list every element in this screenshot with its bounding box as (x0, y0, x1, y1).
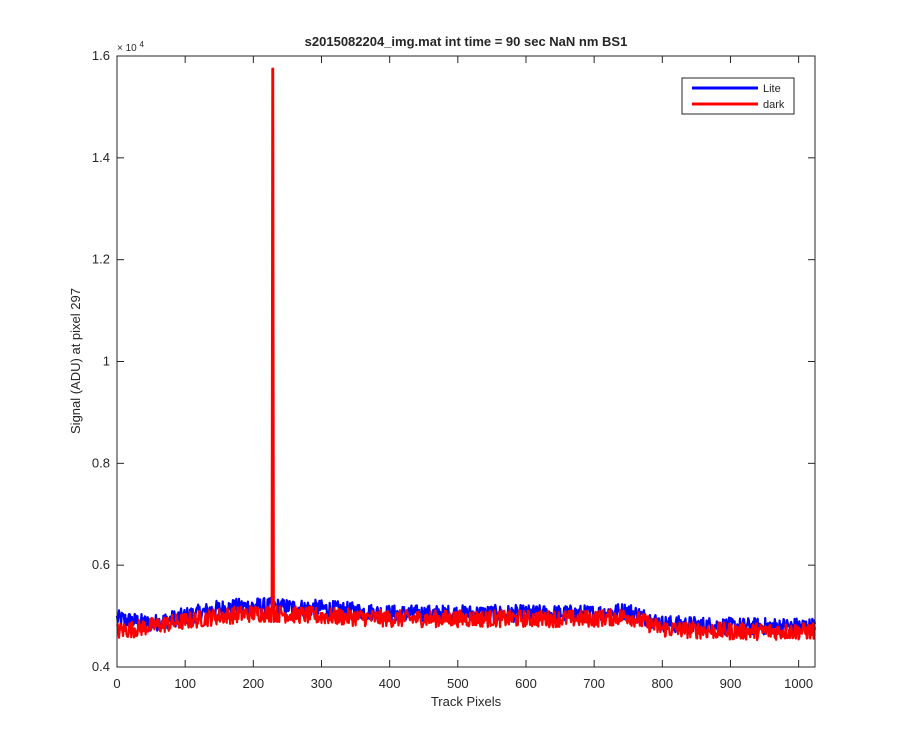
y-tick-label: 1.2 (92, 252, 110, 267)
x-tick-label: 200 (242, 676, 264, 691)
y-exponent-power: 4 (140, 40, 145, 49)
y-tick-label: 1.4 (92, 150, 110, 165)
y-axis-label: Signal (ADU) at pixel 297 (68, 288, 83, 434)
x-tick-label: 700 (583, 676, 605, 691)
y-tick-label: 1 (103, 354, 110, 369)
x-axis-label: Track Pixels (431, 694, 502, 709)
x-tick-label: 600 (515, 676, 537, 691)
x-tick-label: 1000 (784, 676, 813, 691)
y-exponent-base: × 10 (117, 43, 137, 54)
x-tick-label: 500 (447, 676, 469, 691)
y-tick-label: 0.6 (92, 557, 110, 572)
legend-box (681, 77, 795, 115)
y-tick-label: 1.6 (92, 48, 110, 63)
x-tick-label: 800 (651, 676, 673, 691)
y-tick-label: 0.4 (92, 659, 110, 674)
legend-label-dark: dark (763, 99, 785, 111)
x-tick-label: 100 (174, 676, 196, 691)
x-tick-label: 300 (311, 676, 333, 691)
x-axis: 0 100 200 300 400 500 600 700 800 900 1000 (113, 56, 813, 691)
plot-area (117, 56, 815, 667)
y-tick-label: 0.8 (92, 455, 110, 470)
x-tick-label: 0 (113, 676, 120, 691)
y-axis: 0.4 0.6 0.8 1 1.2 1.4 1.6 (92, 48, 815, 674)
x-tick-label: 400 (379, 676, 401, 691)
legend-label-lite: Lite (763, 83, 781, 95)
series-layer (115, 67, 817, 642)
chart-title: s2015082204_img.mat int time = 90 sec Na… (305, 34, 628, 49)
y-exponent-label: × 10 4 (117, 40, 145, 54)
series-line-dark (115, 67, 817, 642)
x-tick-label: 900 (720, 676, 742, 691)
legend: Lite dark (681, 77, 795, 115)
